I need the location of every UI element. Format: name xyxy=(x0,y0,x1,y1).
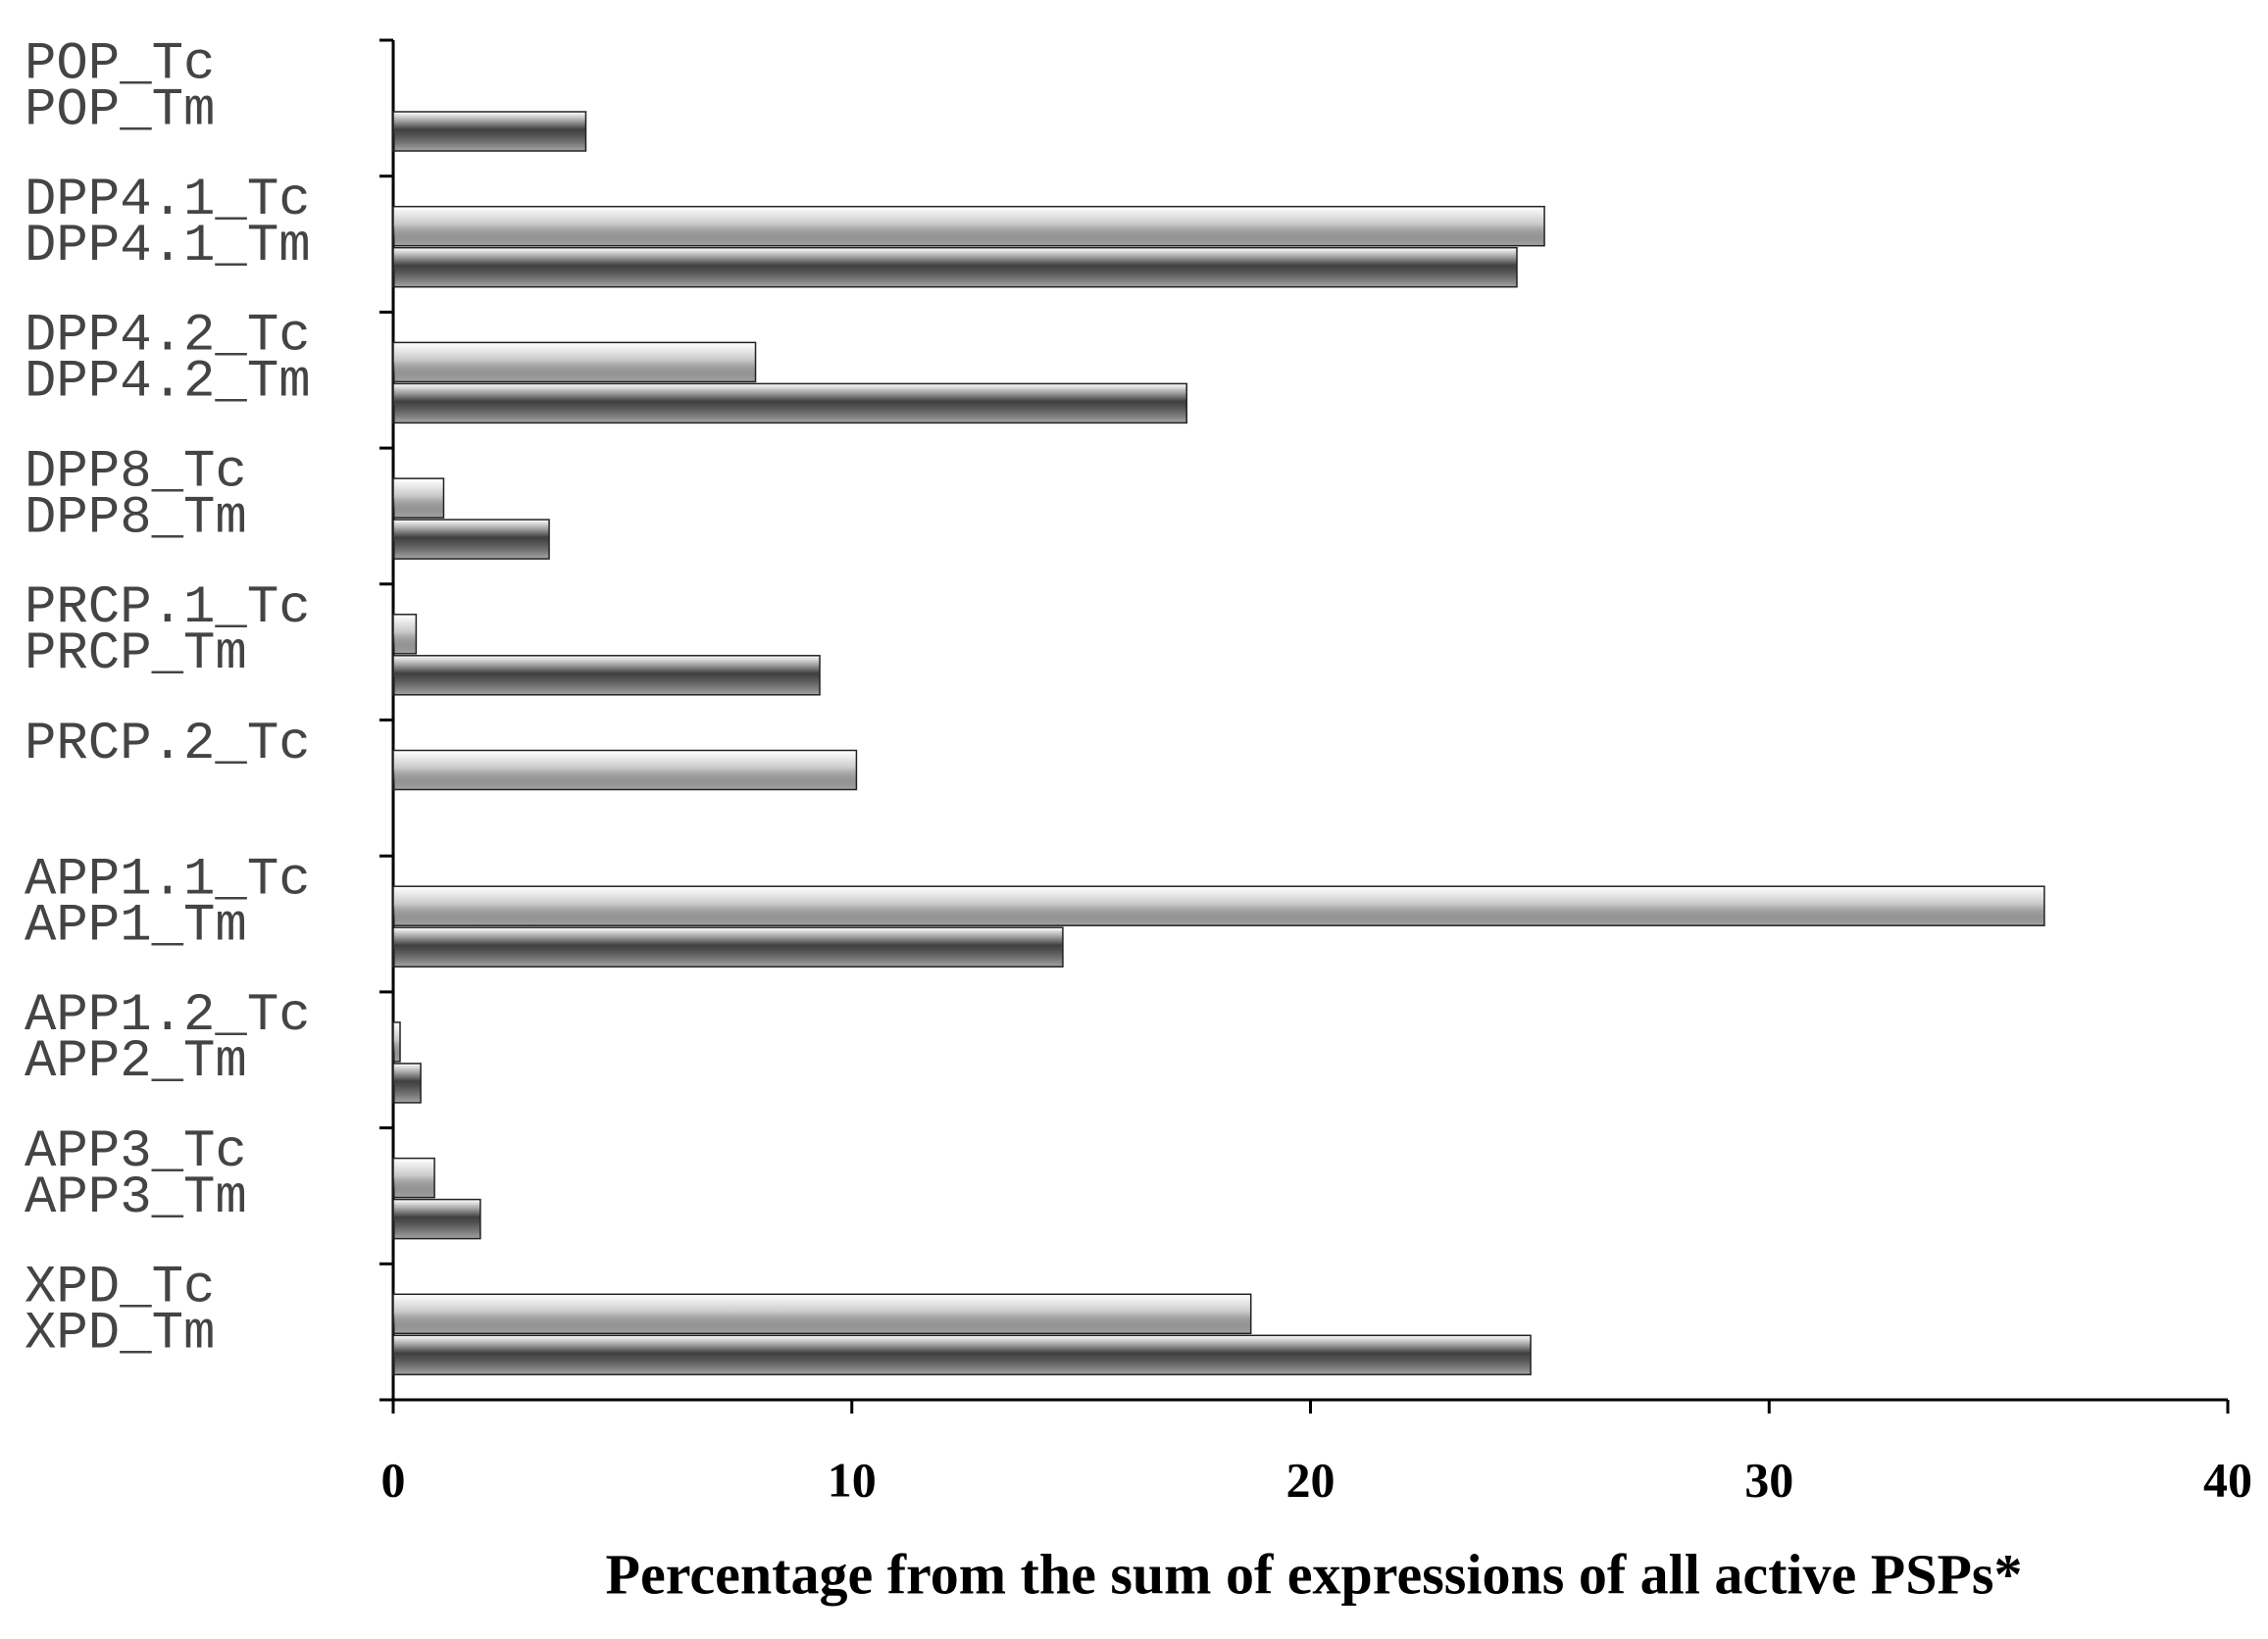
category-label: XPD_Tm xyxy=(25,1305,215,1365)
category-label: DPP8_Tc xyxy=(25,442,247,502)
bar xyxy=(392,477,445,519)
bar xyxy=(392,655,821,696)
category-label: POP_Tc xyxy=(25,34,215,94)
category-label: DPP4.2_Tm xyxy=(25,353,311,413)
bar xyxy=(392,926,1064,968)
bar xyxy=(392,382,1187,424)
category-label: DPP4.1_Tm xyxy=(25,217,311,276)
bar xyxy=(392,1063,422,1104)
category-label: APP1.1_Tc xyxy=(25,850,311,910)
x-tick-label: 30 xyxy=(1744,1452,1793,1507)
category-label: APP3_Tm xyxy=(25,1168,247,1228)
x-tick-label: 40 xyxy=(2203,1452,2252,1507)
category-label: DPP4.2_Tc xyxy=(25,307,311,367)
bar xyxy=(392,246,1518,288)
category-label: PRCP.1_Tc xyxy=(25,578,311,638)
category-label: APP1_Tm xyxy=(25,896,247,956)
bar xyxy=(392,205,1545,247)
bar xyxy=(392,1021,401,1063)
x-tick-label: 0 xyxy=(381,1452,406,1507)
x-axis-label: Percentage from the sum of expressions o… xyxy=(606,1542,2023,1606)
category-label: DPP4.1_Tc xyxy=(25,171,311,230)
bar xyxy=(392,1157,435,1199)
bar xyxy=(392,1198,481,1240)
bar xyxy=(392,885,2045,926)
category-label: APP1.2_Tc xyxy=(25,986,311,1046)
x-tick-label: 20 xyxy=(1286,1452,1336,1507)
bar xyxy=(392,614,418,655)
bar xyxy=(392,341,757,383)
bar xyxy=(392,111,587,152)
bar xyxy=(392,1334,1532,1376)
category-label: APP3_Tc xyxy=(25,1122,247,1182)
bar xyxy=(392,519,550,560)
category-label: XPD_Tc xyxy=(25,1259,215,1318)
bar xyxy=(392,749,858,791)
category-label: PRCP_Tm xyxy=(25,624,247,684)
x-tick-label: 10 xyxy=(828,1452,877,1507)
category-label: APP2_Tm xyxy=(25,1032,247,1092)
bar xyxy=(392,1293,1252,1335)
category-label: DPP8_Tm xyxy=(25,488,247,548)
category-label: POP_Tm xyxy=(25,80,215,140)
category-label: PRCP.2_Tc xyxy=(25,715,311,774)
